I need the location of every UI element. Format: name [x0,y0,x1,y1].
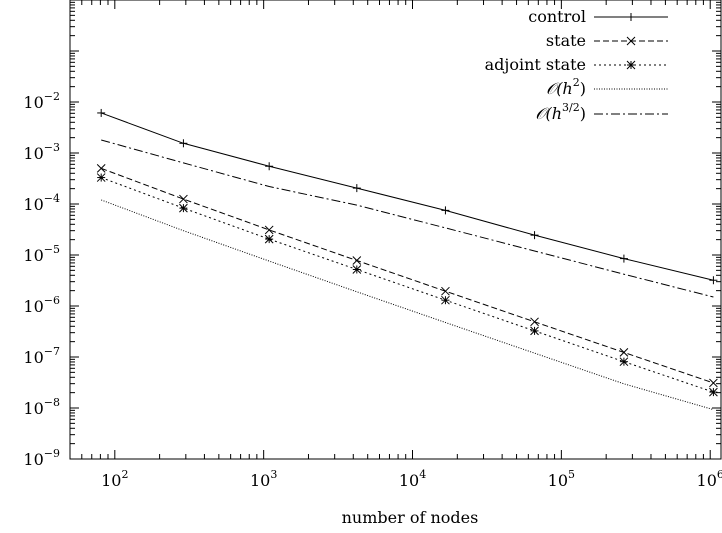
series-line-o-h-2 [101,199,714,411]
data-point-adjoint-state [179,203,188,213]
legend-label-adjoint-state: adjoint state [485,55,586,74]
data-point-state [619,348,629,357]
data-point-state [264,225,274,235]
data-point-state [179,194,188,204]
y-tick-label: 10−8 [23,396,60,418]
data-point-control [530,231,539,240]
legend-label-control: control [528,7,586,26]
data-point-control [709,276,718,285]
data-point-adjoint-state [530,326,539,336]
data-point-adjoint-state [264,234,274,244]
data-point-adjoint-state [709,387,718,397]
legend-marker-state [626,36,636,46]
y-tick-label: 10−2 [23,90,60,112]
x-tick-label: 102 [101,468,128,490]
data-point-adjoint-state [441,295,450,305]
series-line-o-h-3-2 [101,139,714,298]
data-point-state [441,286,450,296]
legend-label-o-h-2: 𝒪(h2) [546,76,586,98]
data-point-state [530,317,539,327]
data-point-control [441,206,450,215]
legend-label-o-h-3-2: 𝒪(h3/2) [535,101,586,123]
y-tick-label: 10−7 [23,345,60,367]
series-layer [96,108,718,411]
legend: control state adjoint state 𝒪(h2) 𝒪(h3/2) [485,7,668,123]
axes: 102 103 104 105 106 10−2 10−3 10−4 10−5 10−6 10−7 1… [23,0,722,490]
data-point-adjoint-state [619,357,629,367]
y-tick-label: 10−5 [23,243,60,265]
legend-marker-control [627,13,635,21]
y-tick-label: 10−3 [23,141,60,163]
series-line-state [101,167,714,384]
x-tick-label: 103 [250,468,277,490]
series-line-control [101,112,714,281]
y-tick-label: 10−4 [23,192,60,214]
data-point-state [709,378,718,388]
x-tick-label: 106 [697,468,722,490]
data-point-state [352,256,362,265]
data-point-control [179,139,188,148]
x-axis-title: number of nodes [342,508,479,527]
legend-marker-adjoint-state [626,60,636,70]
y-tick-label: 10−9 [23,447,60,469]
data-point-state [96,163,106,173]
data-point-control [265,162,274,171]
y-tick-label: 10−6 [23,294,60,316]
data-point-adjoint-state [96,173,106,182]
x-tick-label: 105 [548,468,575,490]
data-point-control [352,184,361,193]
plot-frame [69,0,722,460]
legend-label-state: state [546,31,586,50]
data-point-control [97,108,106,117]
data-point-adjoint-state [352,265,362,274]
data-point-control [619,254,628,263]
x-tick-label: 104 [399,468,426,490]
